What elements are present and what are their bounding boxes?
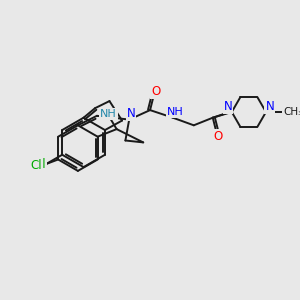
Text: N: N [266, 100, 274, 113]
Text: N: N [127, 107, 136, 120]
Text: N: N [224, 100, 232, 113]
Text: Cl: Cl [34, 158, 46, 171]
Text: NH: NH [167, 107, 183, 117]
Text: NH: NH [100, 109, 117, 119]
Text: CH₃: CH₃ [283, 107, 300, 117]
Text: O: O [214, 130, 223, 143]
Text: O: O [151, 85, 160, 98]
Text: Cl: Cl [31, 159, 42, 172]
